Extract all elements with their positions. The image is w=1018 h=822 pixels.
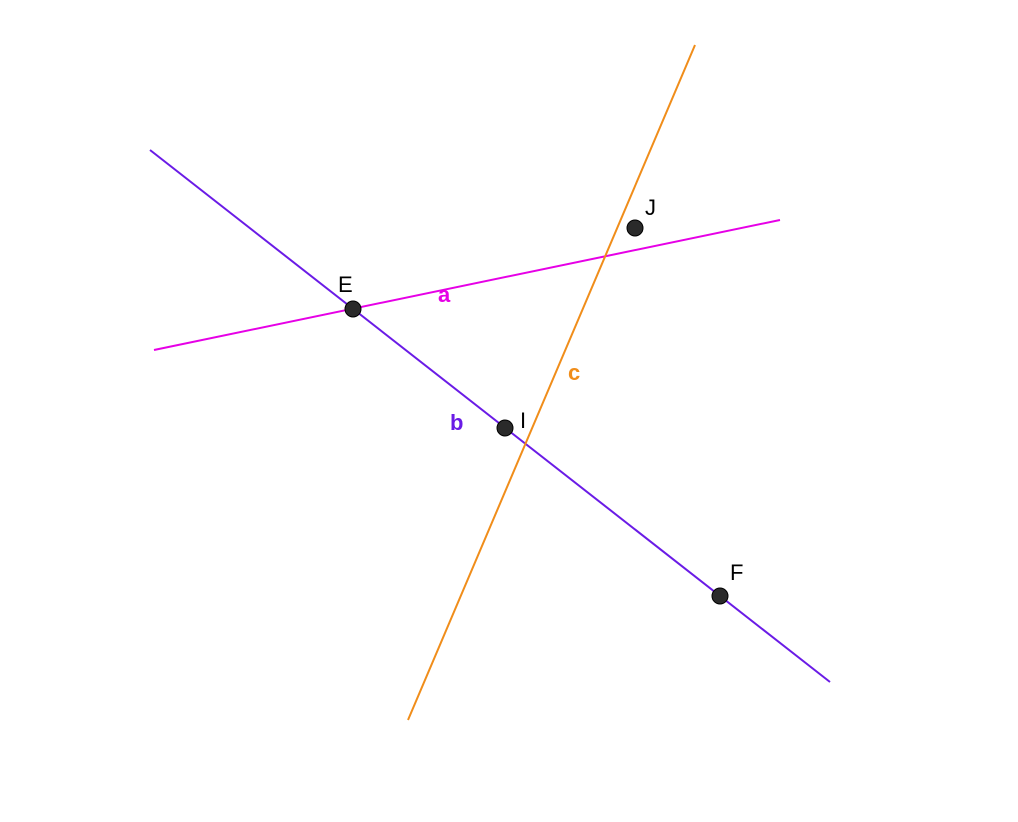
point-I bbox=[497, 420, 513, 436]
label-line-b: b bbox=[450, 410, 463, 436]
label-F: F bbox=[730, 560, 743, 586]
line-c bbox=[408, 45, 695, 720]
label-I: I bbox=[520, 408, 526, 434]
label-J: J bbox=[645, 195, 656, 221]
point-J bbox=[627, 220, 643, 236]
label-line-c: c bbox=[568, 360, 580, 386]
point-F bbox=[712, 588, 728, 604]
geometry-canvas bbox=[0, 0, 1018, 822]
point-E bbox=[345, 301, 361, 317]
label-E: E bbox=[338, 272, 353, 298]
label-line-a: a bbox=[438, 282, 450, 308]
line-a bbox=[154, 220, 780, 350]
